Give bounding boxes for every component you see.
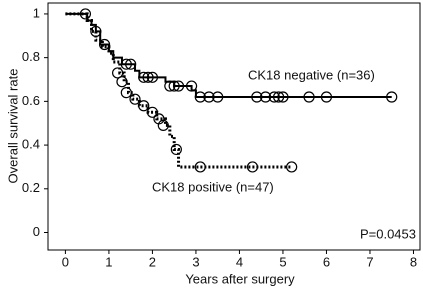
x-axis-label: Years after surgery — [185, 271, 295, 286]
x-tick-label: 0 — [62, 254, 69, 269]
censor-mark — [142, 71, 154, 83]
censor-mark — [112, 67, 124, 79]
censor-mark — [79, 8, 92, 20]
censor-mark — [146, 71, 159, 83]
censor-mark — [172, 80, 185, 92]
censor-mark — [138, 71, 150, 83]
censor-mark — [138, 100, 150, 112]
x-tick-label: 2 — [149, 254, 156, 269]
censor-mark — [116, 76, 128, 88]
y-tick-label: 0.4 — [22, 137, 40, 152]
legend-label: CK18 negative (n=36) — [248, 67, 375, 82]
censor-mark — [259, 91, 272, 103]
censor-mark — [98, 38, 111, 51]
censor-mark — [120, 87, 132, 99]
censor-mark — [194, 161, 206, 173]
x-tick-label: 6 — [323, 254, 330, 269]
censor-mark — [170, 143, 182, 156]
x-tick-label: 8 — [410, 254, 417, 269]
censor-mark — [386, 91, 398, 103]
plot-frame — [47, 2, 421, 251]
y-axis-label: Overall survival rate — [5, 69, 20, 184]
censor-mark — [277, 91, 289, 103]
survival-curve — [65, 12, 292, 169]
p-value: P=0.0453 — [360, 226, 416, 241]
censor-mark — [168, 80, 180, 92]
y-tick-label: 0.6 — [22, 93, 40, 108]
censor-mark — [120, 58, 132, 70]
censor-mark — [125, 58, 137, 70]
y-tick-label: 1 — [33, 5, 40, 20]
censor-mark — [129, 93, 141, 105]
censor-mark — [251, 91, 263, 103]
y-tick-label: 0.2 — [22, 180, 40, 195]
y-tick-label: 0.8 — [22, 49, 40, 64]
y-tick-label: 0 — [33, 224, 40, 239]
censor-mark — [146, 106, 159, 118]
legend-label: CK18 positive (n=47) — [152, 179, 274, 194]
censor-mark — [268, 91, 280, 103]
censor-mark — [246, 161, 259, 173]
censor-mark — [185, 80, 198, 92]
censor-mark — [212, 91, 224, 103]
censor-mark — [286, 161, 298, 173]
censor-mark — [194, 91, 206, 103]
censor-mark — [303, 91, 315, 103]
censor-mark — [272, 91, 285, 103]
x-tick-label: 4 — [236, 254, 243, 269]
censor-mark — [320, 91, 333, 103]
x-tick-label: 5 — [279, 254, 286, 269]
x-tick-label: 1 — [105, 254, 112, 269]
censor-mark — [203, 91, 215, 103]
censor-mark — [157, 119, 169, 132]
x-tick-label: 3 — [192, 254, 199, 269]
censor-mark — [164, 80, 176, 92]
x-tick-label: 7 — [366, 254, 373, 269]
